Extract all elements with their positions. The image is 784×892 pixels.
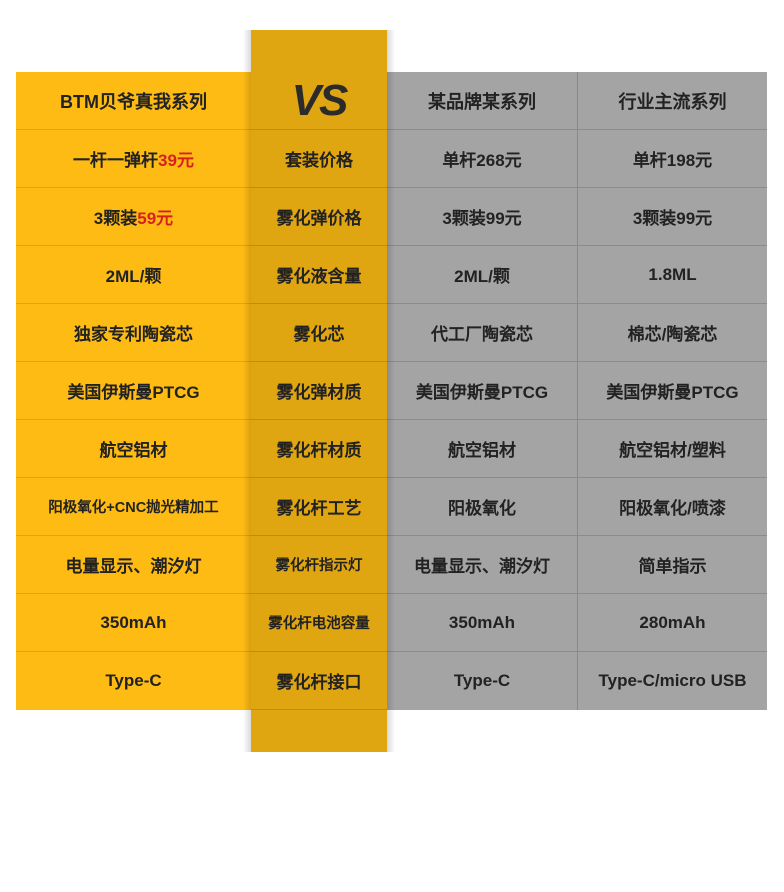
col1-r0-pre: 一杆一弹杆 — [73, 151, 158, 170]
col1-r1-red: 59元 — [137, 209, 173, 228]
col1-row-0: 一杆一弹杆39元 — [16, 130, 251, 188]
col3-row-0: 单杆268元 — [387, 130, 577, 188]
col1-r0-red: 39元 — [158, 151, 194, 170]
col1-row-8: 350mAh — [16, 594, 251, 652]
col2-row-2: 雾化液含量 — [251, 246, 387, 304]
comparison-table: BTM贝爷真我系列 一杆一弹杆39元 3颗装59元 2ML/颗 独家专利陶瓷芯 … — [16, 72, 768, 752]
col1-header: BTM贝爷真我系列 — [16, 72, 251, 130]
col1-row-1: 3颗装59元 — [16, 188, 251, 246]
col3-row-4: 美国伊斯曼PTCG — [387, 362, 577, 420]
col1-r1-pre: 3颗装 — [94, 209, 137, 228]
column-competitor-1: 某品牌某系列 单杆268元 3颗装99元 2ML/颗 代工厂陶瓷芯 美国伊斯曼P… — [387, 72, 577, 710]
vs-header: VS — [251, 72, 387, 130]
col2-row-1: 雾化弹价格 — [251, 188, 387, 246]
col4-row-1: 3颗装99元 — [578, 188, 767, 246]
col2-top-spacer — [251, 30, 387, 72]
table-body: BTM贝爷真我系列 一杆一弹杆39元 3颗装59元 2ML/颗 独家专利陶瓷芯 … — [16, 72, 768, 752]
col4-row-3: 棉芯/陶瓷芯 — [578, 304, 767, 362]
vs-text: VS — [292, 76, 347, 126]
col3-row-6: 阳极氧化 — [387, 478, 577, 536]
col4-row-8: 280mAh — [578, 594, 767, 652]
col3-row-9: Type-C — [387, 652, 577, 710]
col1-row-6: 阳极氧化+CNC抛光精加工 — [16, 478, 251, 536]
col4-row-4: 美国伊斯曼PTCG — [578, 362, 767, 420]
col4-row-2: 1.8ML — [578, 246, 767, 304]
col4-row-5: 航空铝材/塑料 — [578, 420, 767, 478]
col2-row-9: 雾化杆接口 — [251, 652, 387, 710]
col4-row-6: 阳极氧化/喷漆 — [578, 478, 767, 536]
col2-row-5: 雾化杆材质 — [251, 420, 387, 478]
col2-row-0: 套装价格 — [251, 130, 387, 188]
col4-row-9: Type-C/micro USB — [578, 652, 767, 710]
column-product: BTM贝爷真我系列 一杆一弹杆39元 3颗装59元 2ML/颗 独家专利陶瓷芯 … — [16, 72, 251, 710]
col4-header: 行业主流系列 — [578, 72, 767, 130]
col2-row-7: 雾化杆指示灯 — [251, 536, 387, 594]
column-vs-labels: VS 套装价格 雾化弹价格 雾化液含量 雾化芯 雾化弹材质 雾化杆材质 雾化杆工… — [251, 30, 387, 752]
col2-row-6: 雾化杆工艺 — [251, 478, 387, 536]
col1-row-9: Type-C — [16, 652, 251, 710]
col1-row-7: 电量显示、潮汐灯 — [16, 536, 251, 594]
col4-row-0: 单杆198元 — [578, 130, 767, 188]
col1-row-3: 独家专利陶瓷芯 — [16, 304, 251, 362]
col2-bottom-spacer — [251, 710, 387, 752]
col2-row-4: 雾化弹材质 — [251, 362, 387, 420]
col2-row-3: 雾化芯 — [251, 304, 387, 362]
col3-header: 某品牌某系列 — [387, 72, 577, 130]
col3-row-1: 3颗装99元 — [387, 188, 577, 246]
col3-row-5: 航空铝材 — [387, 420, 577, 478]
column-competitor-2: 行业主流系列 单杆198元 3颗装99元 1.8ML 棉芯/陶瓷芯 美国伊斯曼P… — [577, 72, 767, 710]
col3-row-2: 2ML/颗 — [387, 246, 577, 304]
col1-row-5: 航空铝材 — [16, 420, 251, 478]
col4-row-7: 简单指示 — [578, 536, 767, 594]
col1-row-2: 2ML/颗 — [16, 246, 251, 304]
col3-row-3: 代工厂陶瓷芯 — [387, 304, 577, 362]
col3-row-7: 电量显示、潮汐灯 — [387, 536, 577, 594]
col3-row-8: 350mAh — [387, 594, 577, 652]
col1-row-4: 美国伊斯曼PTCG — [16, 362, 251, 420]
col2-row-8: 雾化杆电池容量 — [251, 594, 387, 652]
